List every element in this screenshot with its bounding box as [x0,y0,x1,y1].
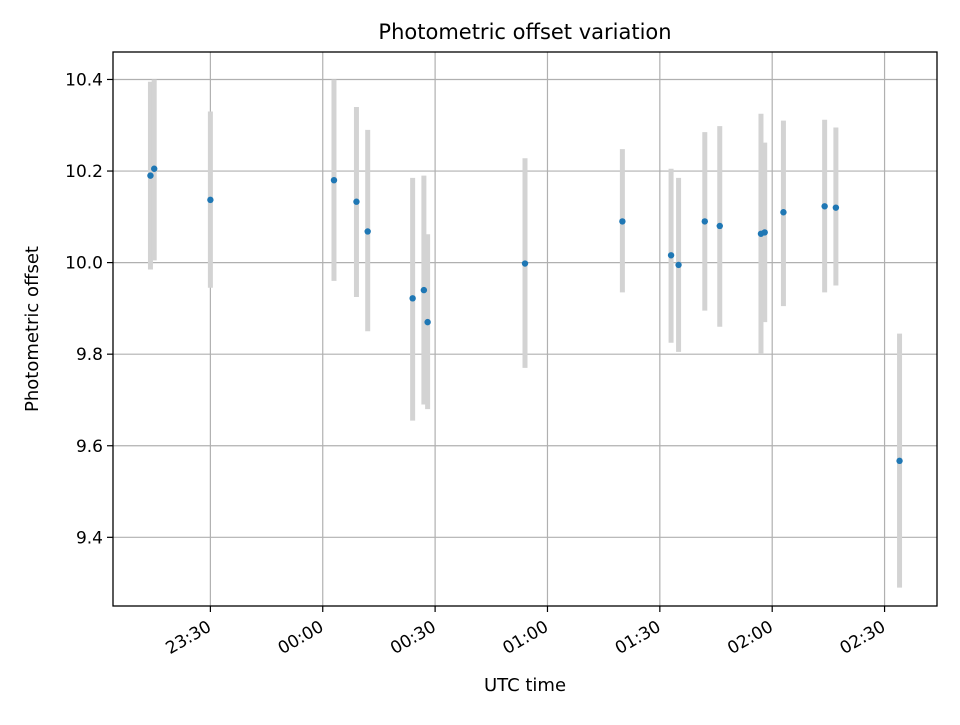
data-point [364,228,371,235]
data-point [521,260,529,267]
data-point [780,209,787,216]
data-point [821,203,828,210]
x-axis-label: UTC time [484,675,566,696]
chart-title: Photometric offset variation [378,20,671,44]
data-point [701,218,708,225]
data-point [353,198,360,205]
y-tick-label: 10.4 [65,70,103,90]
y-tick-label: 9.6 [76,437,103,457]
y-tick-label: 10.0 [65,254,103,274]
data-point [207,196,214,204]
plot-frame [112,51,938,607]
data-point [667,252,675,259]
data-point [619,218,626,225]
y-axis-ticks: 9.4 9.6 9.8 10.0 10.2 10.4 [65,70,113,548]
y-tick-label: 9.8 [76,345,103,365]
data-point [409,295,416,302]
data-point [420,286,428,294]
data-point [761,229,768,236]
grid-layer [113,52,937,606]
data-point [151,165,158,172]
y-tick-label: 10.2 [65,162,103,182]
y-axis-label: Photometric offset [22,246,43,412]
data-point [330,176,338,184]
point-layer [147,165,903,465]
data-point [832,204,840,211]
data-point [424,318,431,326]
data-point [675,261,682,269]
y-tick-label: 9.4 [76,528,103,548]
data-point [896,457,903,465]
data-point [716,222,723,230]
data-point [147,172,154,179]
